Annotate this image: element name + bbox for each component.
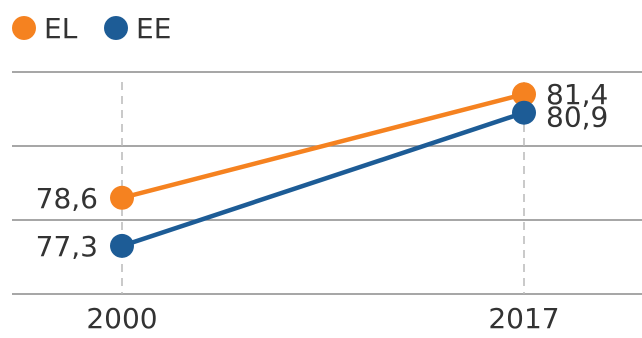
legend-label-el: EL xyxy=(44,12,78,45)
data-point-ee-2000 xyxy=(110,233,134,258)
data-point-ee-2017 xyxy=(512,100,536,125)
legend: EL EE xyxy=(12,12,171,45)
legend-marker-ee xyxy=(104,16,128,40)
x-tick-labels: 2000 2017 xyxy=(86,302,559,335)
data-point-el-2017 xyxy=(512,82,536,107)
data-point-el-2000 xyxy=(110,185,134,210)
series-lines xyxy=(119,91,527,249)
series-line-ee xyxy=(119,110,527,249)
data-label-el-2000: 78,6 xyxy=(36,182,98,215)
data-label-ee-2000: 77,3 xyxy=(36,230,98,263)
x-tick-label: 2017 xyxy=(488,302,559,335)
data-label-ee-2017: 80,9 xyxy=(546,101,608,134)
data-label-el-2017: 81,4 xyxy=(546,78,608,111)
x-guide-layer xyxy=(121,82,525,294)
data-labels: 78,6 81,4 77,3 80,9 xyxy=(36,78,609,263)
series-points xyxy=(110,82,536,258)
series-line-el xyxy=(119,91,527,201)
legend-label-ee: EE xyxy=(136,12,171,45)
x-tick-label: 2000 xyxy=(86,302,157,335)
legend-marker-el xyxy=(12,16,36,40)
